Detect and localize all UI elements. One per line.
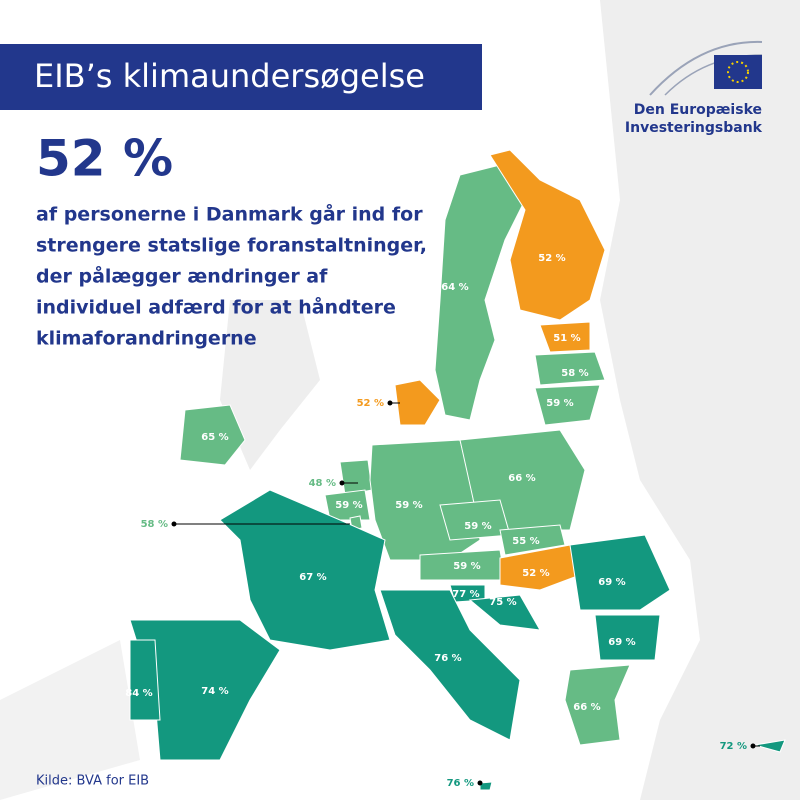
region: [379, 589, 521, 741]
description-line: der pålægger ændringer af: [36, 264, 328, 288]
leader-dot: [339, 480, 345, 486]
region-label: 51 %: [553, 333, 580, 344]
leader-dot: [387, 400, 393, 406]
region: [534, 351, 606, 386]
region-label: 76 %: [434, 653, 461, 664]
region-label: 72 %: [720, 741, 747, 752]
region: [594, 614, 661, 661]
description-line: strengere statslige foranstaltninger,: [36, 235, 427, 257]
logo-stars: [727, 61, 749, 83]
region-label: 59 %: [546, 398, 573, 409]
description-line: klimaforandringerne: [36, 328, 257, 350]
region-label: 65 %: [201, 432, 228, 443]
land-backdrop: [600, 0, 800, 800]
region-label: 59 %: [335, 500, 362, 511]
region-label: 74 %: [201, 686, 228, 697]
region: [499, 524, 566, 556]
land-backdrop: [0, 640, 140, 800]
region-label: 69 %: [608, 637, 635, 648]
region: [539, 321, 591, 353]
region-label: 52 %: [522, 568, 549, 579]
region-label: 55 %: [512, 536, 539, 547]
logo-text: Investeringsbank: [625, 120, 763, 136]
title: EIB’s klimaundersøgelse: [34, 57, 425, 95]
region-label: 52 %: [538, 253, 565, 264]
region: [534, 384, 601, 426]
logo-text: Den Europæiske: [634, 102, 762, 118]
region-label: 64 %: [441, 282, 468, 293]
region: [564, 664, 631, 746]
region-label: 58 %: [141, 519, 168, 530]
region: [339, 459, 373, 496]
logo-flag: [714, 55, 762, 89]
region: [439, 499, 511, 541]
region-label: 84 %: [125, 688, 152, 699]
region: [324, 489, 371, 521]
region: [179, 404, 246, 466]
region-label: 77 %: [452, 589, 479, 600]
region: [219, 489, 391, 651]
leader-dot: [750, 743, 756, 749]
source: Kilde: BVA for EIB: [36, 774, 149, 789]
land-backdrop: [220, 300, 320, 470]
region-label: 66 %: [573, 702, 600, 713]
region: [499, 544, 581, 591]
region-label: 59 %: [464, 521, 491, 532]
leader-dot: [477, 780, 483, 786]
region-label: 66 %: [508, 473, 535, 484]
region: [569, 534, 671, 611]
region: [129, 639, 161, 721]
description-line: individuel adfærd for at håndtere: [36, 295, 396, 319]
logo-arc: [649, 40, 763, 96]
leader-dot: [171, 521, 177, 527]
region-label: 67 %: [299, 572, 326, 583]
region-label: 69 %: [598, 577, 625, 588]
region-label: 52 %: [357, 398, 384, 409]
region-label: 76 %: [447, 778, 474, 789]
region-label: 58 %: [561, 368, 588, 379]
region-label: 59 %: [453, 561, 480, 572]
region: [394, 379, 441, 426]
headline: 52 %: [36, 130, 173, 188]
region-label: 75 %: [489, 597, 516, 608]
title-banner: [0, 44, 482, 110]
region-label: 59 %: [395, 500, 422, 511]
region: [468, 594, 541, 631]
region: [479, 781, 493, 791]
region: [489, 149, 606, 321]
region-label: 48 %: [309, 478, 336, 489]
region: [754, 739, 786, 753]
description-line: af personerne i Danmark går ind for: [36, 202, 423, 226]
